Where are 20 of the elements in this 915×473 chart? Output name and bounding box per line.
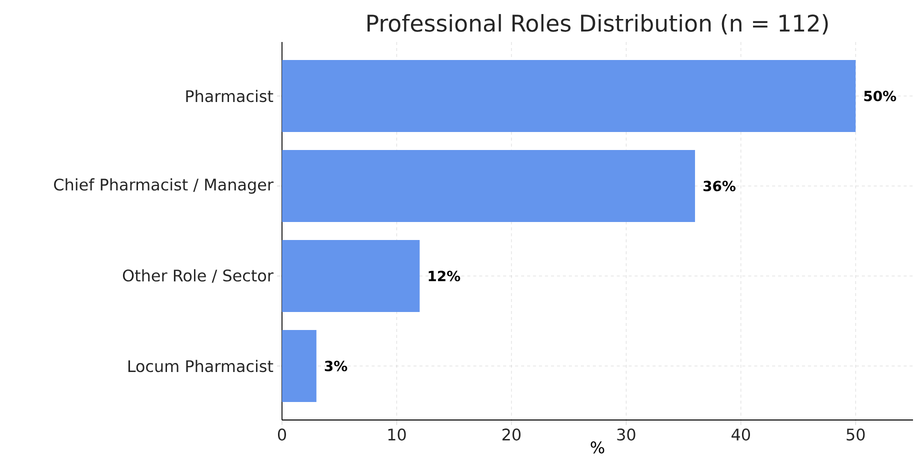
x-tick-label: 10 xyxy=(388,428,406,441)
x-tick-label: 40 xyxy=(732,428,750,441)
data-label: 12% xyxy=(428,270,460,282)
y-tick-label: Pharmacist xyxy=(186,90,274,102)
data-label: 50% xyxy=(864,90,896,102)
y-tick-label: Locum Pharmacist xyxy=(128,360,274,372)
y-tick-label: Other Role / Sector xyxy=(122,269,274,283)
chart-title: Professional Roles Distribution (n = 112) xyxy=(368,14,828,34)
data-label: 36% xyxy=(703,180,736,192)
data-label: 3% xyxy=(324,360,348,372)
bar xyxy=(282,150,696,222)
x-tick-label: 20 xyxy=(502,428,521,441)
x-axis-title: % xyxy=(590,441,604,454)
bar xyxy=(282,240,420,312)
x-tick-label: 0 xyxy=(278,428,286,441)
x-tick-label: 30 xyxy=(617,428,636,441)
x-tick-label: 50 xyxy=(846,428,865,441)
y-tick-label: Chief Pharmacist / Manager xyxy=(54,178,274,194)
bar xyxy=(282,330,316,402)
bar xyxy=(282,60,856,132)
